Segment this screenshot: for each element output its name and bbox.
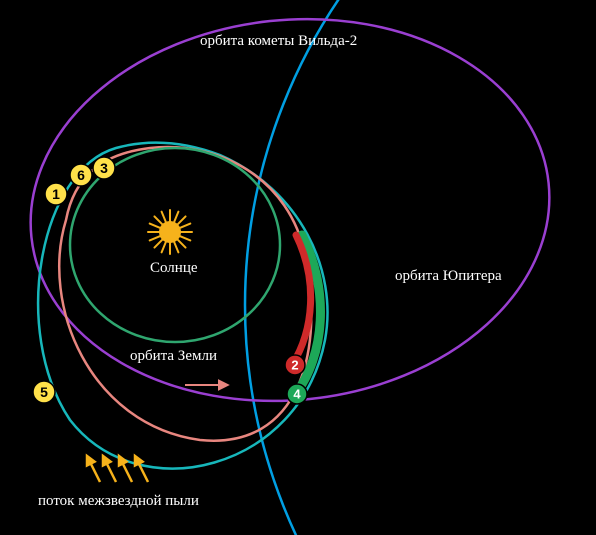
label-jupiter-orbit: орбита Юпитера <box>395 268 502 284</box>
marker-1: 1 <box>45 183 67 205</box>
marker-label-6: 6 <box>77 167 85 183</box>
marker-4: 4 <box>287 384 307 404</box>
marker-label-1: 1 <box>52 186 60 202</box>
marker-label-4: 4 <box>293 387 301 402</box>
label-dust-stream: поток межзвездной пыли <box>38 493 199 509</box>
marker-label-3: 3 <box>100 160 108 176</box>
marker-label-5: 5 <box>40 384 48 400</box>
marker-3: 3 <box>93 157 115 179</box>
marker-2: 2 <box>285 355 305 375</box>
background <box>0 0 596 535</box>
label-wild2-orbit: орбита кометы Вильда-2 <box>200 33 357 49</box>
label-sun: Солнце <box>150 260 198 276</box>
label-earth-orbit: орбита Земли <box>130 348 217 364</box>
marker-6: 6 <box>70 164 92 186</box>
sun <box>148 210 192 254</box>
marker-label-2: 2 <box>291 358 298 373</box>
marker-5: 5 <box>33 381 55 403</box>
